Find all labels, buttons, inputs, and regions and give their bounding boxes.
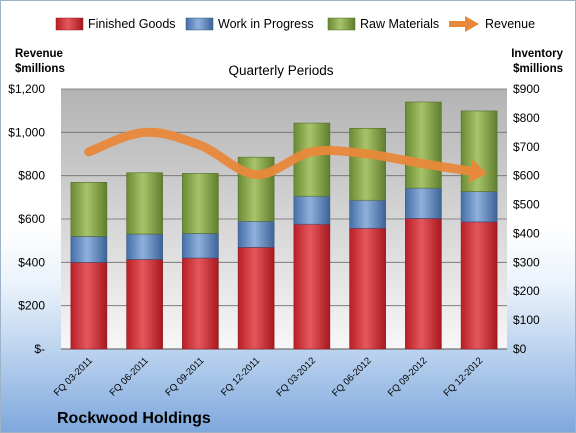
legend-label-work-in-progress: Work in Progress: [218, 17, 314, 31]
bar-finished-goods-4: [293, 223, 331, 350]
bar-raw-materials-6: [405, 101, 442, 189]
legend-swatch-raw-materials: [327, 17, 356, 31]
left-tick-label-2: $400: [18, 255, 45, 269]
revenue-line-layer: [84, 127, 488, 183]
left-axis-label-line1: Revenue: [15, 48, 63, 60]
x-tick-label-7: FQ 12-2012: [442, 355, 486, 399]
revenue-line: [84, 127, 484, 180]
legend-swatch-finished-goods: [55, 17, 84, 31]
bar-raw-materials-5: [349, 127, 386, 201]
bar-work-in-progress-6: [405, 187, 442, 219]
legend: Finished Goods Work in Progress Raw Mate…: [55, 16, 535, 32]
chart-title: Quarterly Periods: [228, 63, 333, 78]
bar-raw-materials-2: [182, 173, 219, 234]
x-tick-label-3: FQ 12-2011: [219, 355, 262, 398]
revenue-arrowhead: [468, 159, 488, 183]
bar-raw-materials-1: [126, 172, 163, 235]
x-tick-label-2: FQ 09-2011: [163, 355, 206, 398]
bar-work-in-progress-3: [237, 221, 275, 248]
right-tick-label-6: $600: [513, 169, 540, 183]
bar-finished-goods-1: [126, 259, 163, 350]
bar-finished-goods-7: [460, 221, 498, 350]
right-tick-label-0: $0: [513, 342, 527, 356]
right-axis-ticks: $0 $100 $200 $300 $400 $500 $600 $700 $800 $900: [513, 82, 540, 356]
left-tick-label-5: $1,000: [8, 125, 45, 139]
bar-work-in-progress-5: [349, 199, 386, 229]
bars: [70, 101, 498, 350]
bar-work-in-progress-2: [182, 233, 219, 259]
bar-finished-goods-6: [405, 218, 442, 350]
bar-raw-materials-7: [460, 110, 498, 192]
legend-label-revenue: Revenue: [485, 17, 535, 31]
legend-revenue-arrow: [449, 16, 479, 32]
legend-swatch-work-in-progress: [185, 17, 214, 31]
right-tick-label-2: $200: [513, 284, 540, 298]
x-tick-label-0: FQ 03-2011: [52, 355, 95, 398]
legend-label-finished-goods: Finished Goods: [88, 17, 176, 31]
bar-finished-goods-2: [182, 257, 219, 350]
bar-finished-goods-3: [237, 247, 275, 350]
left-tick-label-0: $-: [34, 342, 45, 356]
bar-work-in-progress-4: [293, 195, 331, 225]
company-name: Rockwood Holdings: [57, 410, 211, 427]
bar-work-in-progress-1: [126, 233, 163, 260]
bar-work-in-progress-7: [460, 191, 498, 223]
x-tick-label-1: FQ 06-2011: [108, 355, 151, 398]
right-tick-label-3: $300: [513, 255, 540, 269]
left-tick-label-3: $600: [18, 212, 45, 226]
legend-label-raw-materials: Raw Materials: [360, 17, 439, 31]
right-tick-label-1: $100: [513, 313, 540, 327]
right-axis-label-line2: $millions: [513, 63, 563, 75]
left-tick-label-1: $200: [18, 299, 45, 313]
x-tick-label-6: FQ 09-2012: [386, 355, 430, 399]
left-tick-label-4: $800: [18, 169, 45, 183]
left-axis-label-line2: $millions: [15, 63, 65, 75]
left-axis-ticks: $- $200 $400 $600 $800 $1,000 $1,200: [8, 82, 45, 356]
bar-finished-goods-5: [349, 227, 386, 350]
bar-finished-goods-0: [70, 262, 108, 350]
bar-work-in-progress-0: [70, 236, 108, 263]
left-tick-label-6: $1,200: [8, 82, 45, 96]
x-axis-ticks: FQ 03-2011 FQ 06-2011 FQ 09-2011 FQ 12-2011…: [52, 355, 485, 399]
x-tick-label-5: FQ 06-2012: [330, 355, 374, 399]
right-axis-label-line1: Inventory: [511, 48, 563, 60]
right-tick-label-4: $400: [513, 226, 540, 240]
x-tick-label-4: FQ 03-2012: [274, 355, 318, 399]
right-tick-label-7: $700: [513, 140, 540, 154]
bar-raw-materials-0: [70, 182, 108, 237]
right-tick-label-8: $800: [513, 111, 540, 125]
right-tick-label-9: $900: [513, 82, 540, 96]
right-tick-label-5: $500: [513, 198, 540, 212]
